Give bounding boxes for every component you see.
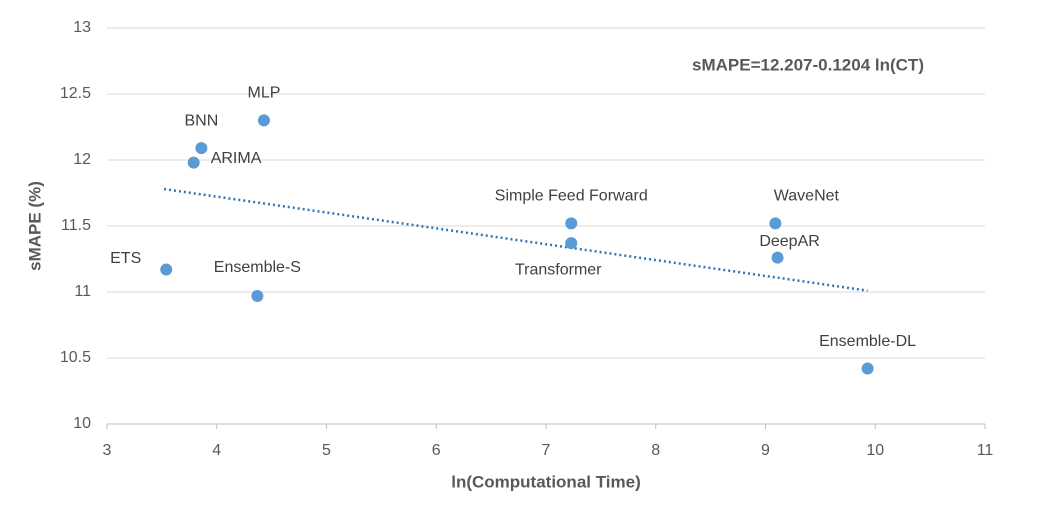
trendline: [163, 187, 868, 292]
point-label: ETS: [110, 250, 141, 267]
x-tick-label: 11: [977, 442, 994, 459]
y-tick-label: 12.5: [60, 85, 91, 102]
point: [187, 156, 200, 169]
point: [257, 114, 270, 127]
point: [861, 362, 874, 375]
x-axis-title: ln(Computational Time): [451, 472, 641, 491]
point-label: Ensemble-DL: [819, 333, 916, 350]
point-label: Simple Feed Forward: [495, 188, 648, 205]
y-tick-label: 12: [73, 151, 91, 168]
y-tick-label: 10: [73, 415, 91, 432]
x-tick-label: 8: [651, 442, 660, 459]
point-label: Transformer: [515, 261, 602, 278]
x-tick-label: 7: [542, 442, 551, 459]
point-label: DeepAR: [759, 233, 819, 250]
y-tick-label: 13: [73, 19, 91, 36]
point-label: BNN: [184, 112, 218, 129]
equation: sMAPE=12.207-0.1204 ln(CT): [692, 55, 924, 74]
x-tick-label: 3: [103, 442, 112, 459]
point: [195, 142, 208, 155]
point-label: ARIMA: [211, 150, 262, 167]
y-tick-label: 11: [74, 283, 91, 300]
x-tick-label: 5: [322, 442, 331, 459]
y-tick-label: 11.5: [61, 217, 91, 234]
point: [771, 251, 784, 264]
x-tick-label: 6: [432, 442, 441, 459]
point-label: MLP: [247, 85, 280, 102]
point: [160, 263, 173, 276]
x-tick-label: 9: [761, 442, 770, 459]
y-axis-title: sMAPE (%): [25, 181, 44, 271]
x-tick-label: 10: [866, 442, 884, 459]
point-label: Ensemble-S: [214, 259, 301, 276]
point: [565, 237, 578, 250]
point: [565, 217, 578, 230]
point-label: WaveNet: [774, 188, 840, 205]
point: [769, 217, 782, 230]
y-tick-label: 10.5: [60, 349, 91, 366]
x-tick-label: 4: [212, 442, 221, 459]
point: [251, 289, 264, 302]
